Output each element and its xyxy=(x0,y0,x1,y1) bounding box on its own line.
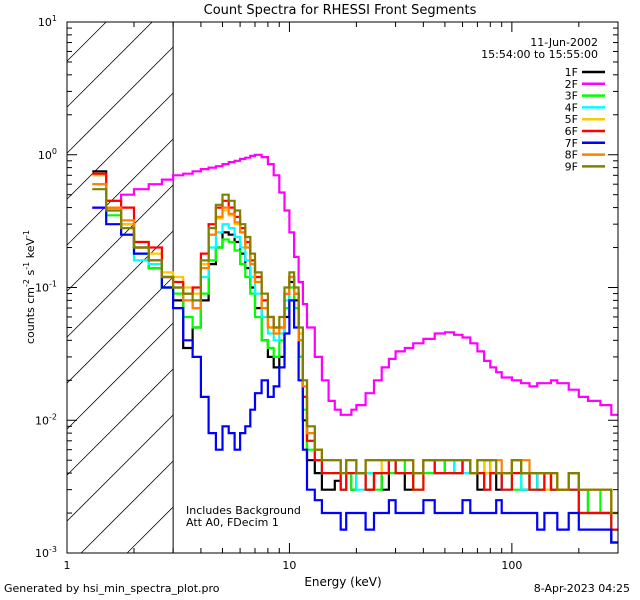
series-7F xyxy=(92,206,618,544)
legend-label-3F: 3F xyxy=(565,90,578,103)
legend-label-5F: 5F xyxy=(565,113,578,126)
hatch-line xyxy=(126,506,174,554)
hatch-line xyxy=(66,184,174,292)
y-tick-label: 101 xyxy=(38,14,57,29)
x-tick-label: 10 xyxy=(282,559,296,572)
legend-time-range: 15:54:00 to 15:55:00 xyxy=(481,48,598,61)
axes: 1 10 100 10-3 10-2 10-1 100 101 xyxy=(35,14,619,572)
legend-label-6F: 6F xyxy=(565,125,578,138)
legend-label-9F: 9F xyxy=(565,160,578,173)
y-axis-label: counts cm-2 s-1 keV-1 xyxy=(22,230,37,344)
hatch-line xyxy=(66,21,153,108)
legend-label-7F: 7F xyxy=(565,137,578,150)
hatch-line xyxy=(66,230,174,338)
annotation-background: Includes Background xyxy=(186,504,301,517)
legend-label-8F: 8F xyxy=(565,149,578,162)
series-3F xyxy=(92,183,618,531)
hatch-line xyxy=(66,322,174,430)
series-5F xyxy=(92,174,618,515)
series-1F xyxy=(92,170,618,544)
series-2F xyxy=(92,153,618,416)
hatch-line xyxy=(80,460,174,554)
hatched-region xyxy=(66,21,174,554)
y-tick-label: 10-1 xyxy=(35,280,57,295)
series-9F xyxy=(92,188,618,515)
x-axis-label: Energy (keV) xyxy=(304,575,381,589)
footer-date: 8-Apr-2023 04:25 xyxy=(533,582,630,595)
series-6F xyxy=(92,172,618,531)
y-tick-label: 10-2 xyxy=(35,412,57,427)
x-tick-label: 1 xyxy=(64,559,71,572)
hatch-line xyxy=(66,276,174,384)
hatch-line xyxy=(66,138,174,246)
footer-generated-by: Generated by hsi_min_spectra_plot.pro xyxy=(4,582,220,595)
legend-label-4F: 4F xyxy=(565,101,578,114)
annotation-attenuator: Att A0, FDecim 1 xyxy=(186,516,279,529)
chart-title: Count Spectra for RHESSI Front Segments xyxy=(204,3,477,18)
legend-label-1F: 1F xyxy=(565,66,578,79)
series-4F xyxy=(92,174,618,531)
hatch-line xyxy=(66,92,174,200)
y-tick-label: 100 xyxy=(38,147,57,162)
x-tick-label: 100 xyxy=(501,559,522,572)
hatch-line xyxy=(66,414,174,522)
legend-date: 11-Jun-2002 xyxy=(530,36,598,49)
y-tick-label: 10-3 xyxy=(35,545,57,560)
hatch-line xyxy=(66,368,174,476)
legend-label-2F: 2F xyxy=(565,78,578,91)
hatch-line xyxy=(66,46,174,154)
legend: 11-Jun-2002 15:54:00 to 15:55:00 1F2F3F4… xyxy=(481,36,605,173)
hatch-line xyxy=(66,21,107,62)
series-layer xyxy=(92,153,618,544)
